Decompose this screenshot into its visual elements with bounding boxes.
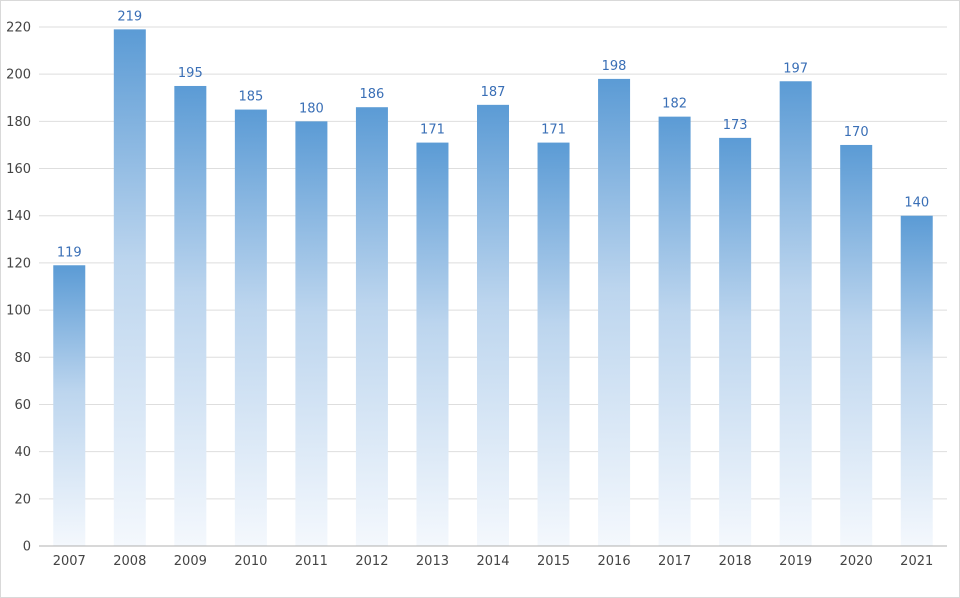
data-label-2010: 185 <box>238 90 263 105</box>
y-tick-label: 120 <box>6 256 31 271</box>
data-label-2016: 198 <box>602 59 627 74</box>
y-tick-label: 20 <box>14 492 31 507</box>
x-tick-label: 2017 <box>658 554 691 569</box>
bar-2016 <box>598 78 631 547</box>
x-tick-label: 2007 <box>53 554 86 569</box>
y-tick-label: 200 <box>6 68 31 83</box>
bar-2018 <box>719 137 752 547</box>
bar-2020 <box>840 144 873 547</box>
data-label-2020: 170 <box>844 125 869 140</box>
bar-2009 <box>174 85 207 547</box>
data-label-2011: 180 <box>299 101 324 116</box>
x-tick-label: 2019 <box>779 554 812 569</box>
y-tick-label: 40 <box>14 445 31 460</box>
bar-2019 <box>779 81 812 546</box>
data-label-2017: 182 <box>662 97 687 112</box>
data-label-2015: 171 <box>541 123 566 138</box>
x-tick-label: 2011 <box>295 554 328 569</box>
x-tick-label: 2016 <box>598 554 631 569</box>
data-label-2007: 119 <box>57 245 82 260</box>
y-tick-label: 80 <box>14 351 31 366</box>
x-tick-label: 2009 <box>174 554 207 569</box>
data-label-2018: 173 <box>723 118 748 133</box>
y-tick-label: 180 <box>6 115 31 130</box>
data-label-2013: 171 <box>420 123 445 138</box>
y-tick-label: 100 <box>6 304 31 319</box>
bar-2017 <box>658 116 691 547</box>
x-tick-label: 2012 <box>355 554 388 569</box>
x-tick-label: 2015 <box>537 554 570 569</box>
bar-2021 <box>900 215 933 546</box>
x-tick-label: 2020 <box>840 554 873 569</box>
bars <box>53 29 933 547</box>
y-tick-label: 60 <box>14 398 31 413</box>
bar-2007 <box>53 265 86 546</box>
bar-2015 <box>537 142 570 546</box>
y-axis-ticks: 0 20 40 60 80 100 120 140 160 180 200 220 <box>6 21 31 555</box>
y-tick-label: 220 <box>6 21 31 36</box>
data-label-2014: 187 <box>481 85 506 100</box>
x-tick-label: 2008 <box>113 554 146 569</box>
bar-2012 <box>355 107 388 546</box>
x-tick-label: 2021 <box>900 554 933 569</box>
y-tick-label: 140 <box>6 209 31 224</box>
bar-2008 <box>113 29 146 547</box>
x-tick-label: 2018 <box>719 554 752 569</box>
data-label-2012: 186 <box>360 87 385 102</box>
bar-2011 <box>295 121 328 546</box>
x-tick-label: 2010 <box>234 554 267 569</box>
x-tick-label: 2013 <box>416 554 449 569</box>
bar-2013 <box>416 142 449 546</box>
data-label-2021: 140 <box>904 196 929 211</box>
x-tick-label: 2014 <box>476 554 509 569</box>
x-axis-ticks: 2007 2008 2009 2010 2011 2012 2013 2014 2015 2016… <box>53 554 934 569</box>
bar-2010 <box>234 109 267 547</box>
y-tick-label: 0 <box>23 540 31 555</box>
bar-2014 <box>477 104 509 546</box>
data-label-2009: 195 <box>178 66 203 81</box>
y-tick-label: 160 <box>6 162 31 177</box>
data-label-2008: 219 <box>117 9 142 24</box>
data-labels: 119 219 195 185 180 186 171 187 171 198 182 173 197 1… <box>57 9 929 260</box>
data-label-2019: 197 <box>783 61 808 76</box>
